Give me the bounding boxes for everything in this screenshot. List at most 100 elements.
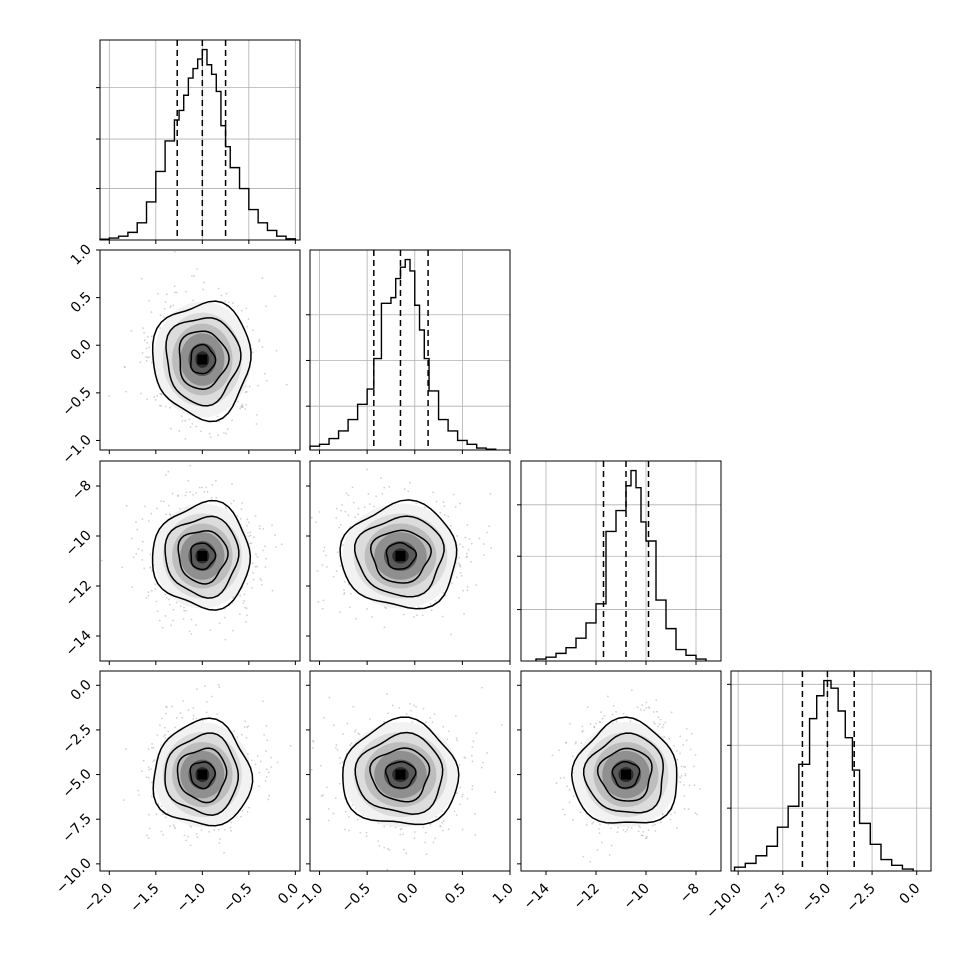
scatter-point [340, 509, 343, 512]
scatter-point [659, 718, 662, 721]
scatter-point [240, 406, 243, 408]
scatter-point [190, 463, 192, 465]
scatter-point [439, 824, 442, 827]
scatter-point [322, 599, 325, 602]
scatter-point [217, 828, 220, 831]
scatter-point [384, 606, 386, 609]
scatter-point [265, 768, 268, 771]
scatter-point [474, 834, 477, 836]
scatter-point [156, 394, 159, 397]
panel-frame [309, 670, 511, 872]
scatter-point [229, 826, 232, 829]
scatter-point [566, 785, 568, 788]
scatter-point [694, 754, 697, 756]
scatter-point [459, 803, 461, 806]
scatter-point [341, 504, 343, 506]
scatter-point [391, 704, 394, 707]
scatter-point [456, 535, 458, 537]
contour-line [384, 761, 417, 789]
scatter-point [654, 722, 656, 725]
scatter-point [683, 795, 686, 797]
scatter-point [651, 824, 654, 827]
scatter-point [292, 616, 294, 618]
scatter-point [486, 752, 488, 754]
scatter-point [645, 837, 647, 840]
scatter-point [240, 508, 243, 511]
scatter-point [639, 826, 641, 829]
scatter-point [582, 855, 585, 858]
histogram-panel-3 [727, 670, 932, 875]
histogram-step [99, 48, 297, 240]
scatter-point [443, 513, 446, 516]
scatter-point [190, 633, 193, 635]
scatter-point [164, 712, 167, 715]
scatter-point [381, 492, 384, 495]
scatter-point [470, 754, 473, 757]
xtick-label: 0.5 [442, 881, 469, 908]
scatter-point [224, 300, 227, 303]
scatter-point [255, 553, 257, 556]
scatter-point [466, 797, 469, 800]
scatter-point [148, 299, 151, 302]
ytick-label: −10.0 [53, 855, 95, 897]
scatter-point [261, 277, 264, 280]
scatter-point [160, 393, 163, 395]
scatter-point [121, 566, 124, 569]
scatter-point [244, 391, 247, 394]
scatter-point [568, 801, 571, 804]
scatter-point [274, 546, 277, 548]
scatter-point [294, 512, 296, 514]
scatter-point [259, 760, 262, 763]
scatter-point [160, 717, 163, 720]
scatter-point [638, 825, 640, 827]
scatter-point [151, 747, 153, 749]
scatter-point [137, 794, 140, 796]
scatter-point [239, 518, 242, 520]
scatter-point [462, 545, 464, 548]
scatter-point [459, 563, 462, 566]
scatter-point [319, 764, 322, 767]
scatter-point [656, 710, 658, 713]
panel-content [100, 464, 283, 641]
scatter-point [268, 794, 271, 797]
scatter-point [256, 555, 259, 558]
scatter-point [622, 829, 625, 831]
scatter-point [405, 852, 408, 855]
xtick-label: −5.0 [799, 881, 834, 916]
ytick-label: −1.0 [59, 432, 94, 467]
scatter-point [682, 744, 685, 746]
scatter-point [145, 347, 148, 350]
scatter-point [432, 491, 435, 494]
scatter-point [152, 746, 155, 749]
scatter-point [213, 829, 216, 831]
scatter-point [217, 287, 220, 290]
scatter-point [241, 405, 244, 408]
scatter-point [460, 574, 463, 577]
scatter-point [152, 760, 155, 763]
scatter-point [201, 719, 204, 722]
scatter-point [144, 505, 146, 508]
scatter-point [321, 607, 324, 610]
scatter-point [680, 774, 683, 777]
scatter-point [449, 525, 452, 527]
scatter-point [143, 339, 146, 342]
scatter-point [231, 596, 234, 599]
scatter-point [181, 420, 184, 422]
scatter-point [125, 504, 128, 507]
scatter-point [581, 725, 584, 728]
scatter-point [240, 309, 243, 312]
contour-line [152, 717, 254, 827]
scatter-point [160, 393, 163, 396]
scatter-point [555, 782, 558, 785]
scatter-point [256, 413, 258, 416]
scatter-point [339, 564, 342, 567]
scatter-point [249, 534, 252, 537]
scatter-point [130, 329, 133, 332]
scatter-point [164, 593, 167, 596]
scatter-point [336, 749, 339, 751]
scatter-point [347, 514, 350, 517]
scatter-point [206, 490, 209, 493]
scatter-point [357, 513, 360, 516]
panel-frame [309, 249, 511, 451]
scatter-point [266, 739, 269, 742]
